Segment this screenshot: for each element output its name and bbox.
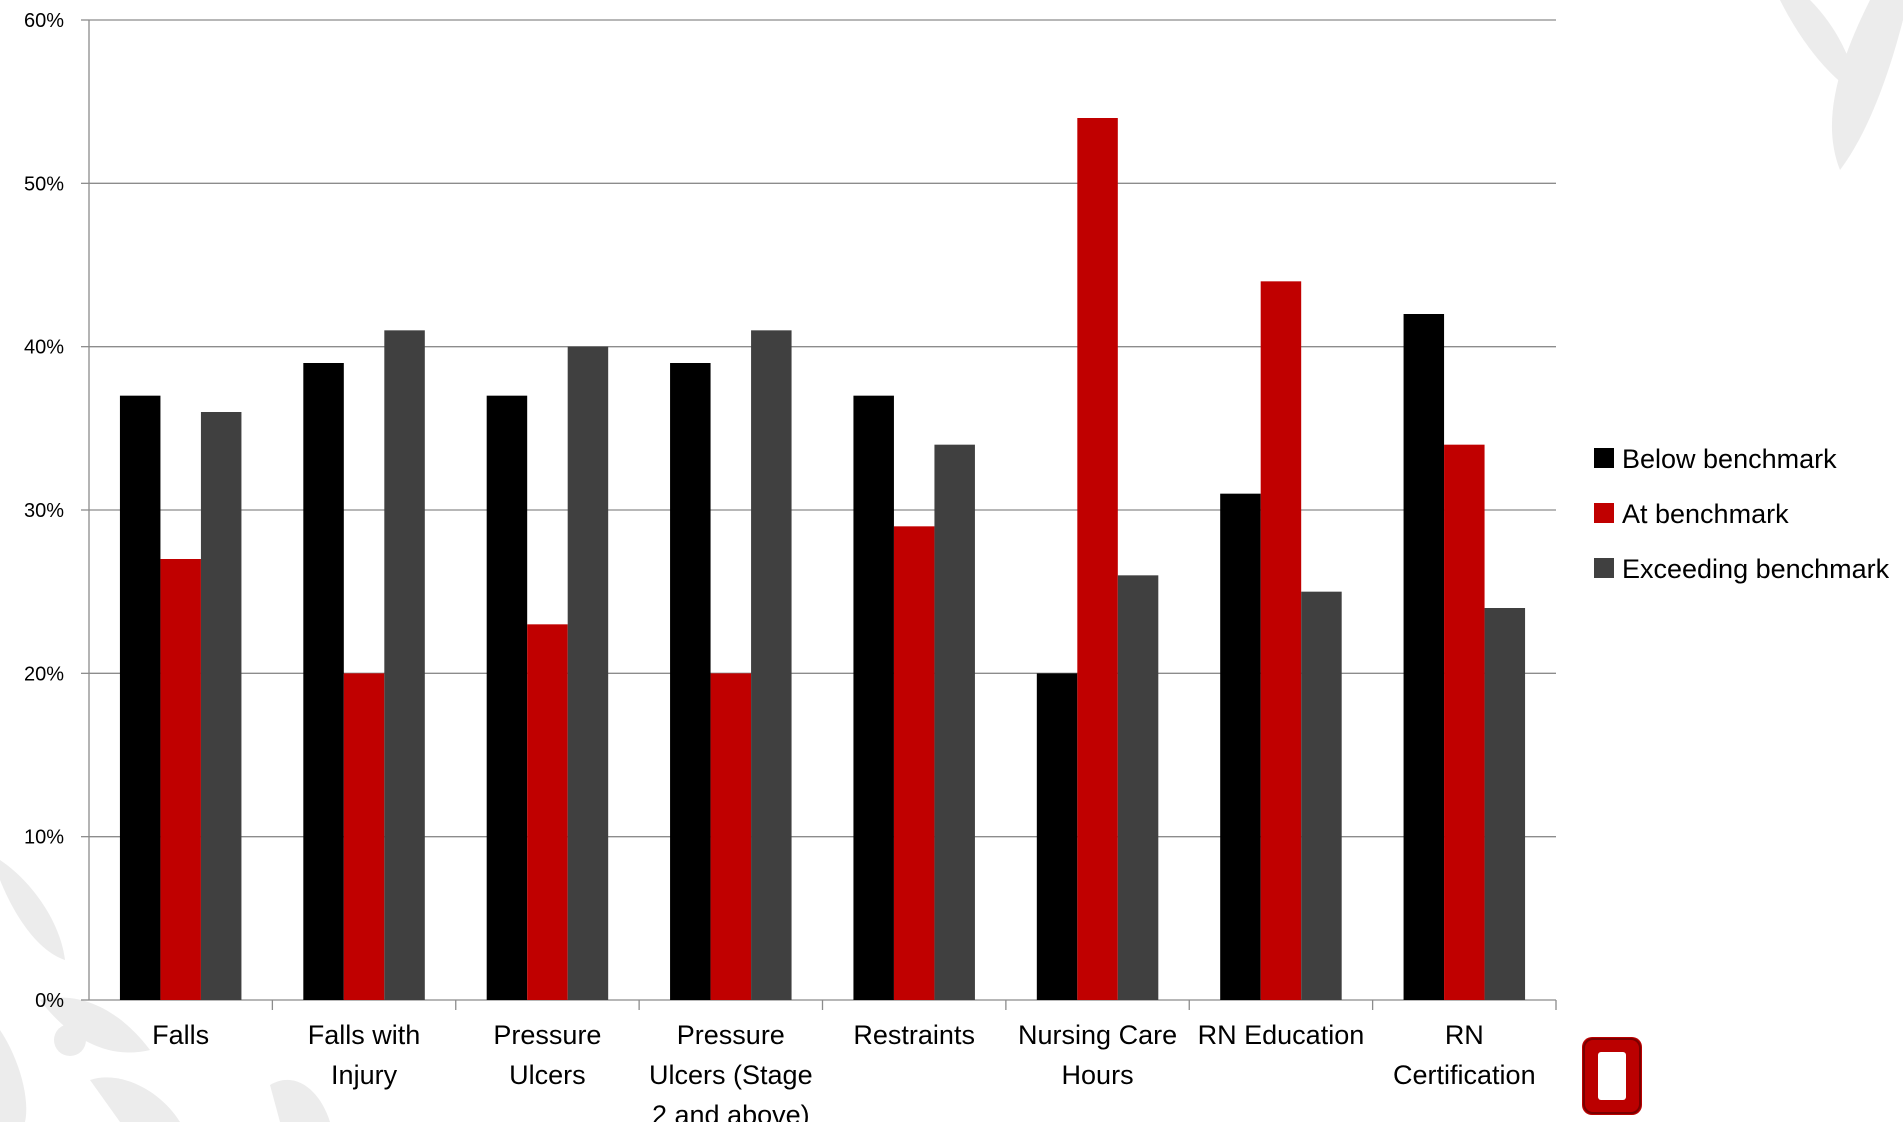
legend-label: Below benchmark	[1622, 444, 1837, 474]
bar-below-benchmark	[853, 395, 894, 1001]
x-category-label: Injury	[331, 1060, 398, 1090]
x-category-label: Restraints	[853, 1020, 975, 1050]
bar-at-benchmark	[1077, 118, 1118, 1000]
bar-exceeding-benchmark	[751, 330, 792, 1000]
axis-labels: 0% 10% 20% 30% 40% 50% 60% Falls Falls with Injur…	[24, 10, 1536, 1122]
y-tick-label: 0%	[35, 990, 64, 1012]
bar-exceeding-benchmark	[200, 412, 242, 1000]
logo-outline	[1583, 1038, 1641, 1114]
x-category-label: Certification	[1393, 1060, 1536, 1090]
bar-below-benchmark	[486, 395, 528, 1001]
bar-exceeding-benchmark	[1117, 575, 1159, 1000]
bar-at-benchmark	[343, 673, 385, 1000]
bar-below-benchmark	[1403, 314, 1445, 1000]
bar-at-benchmark	[710, 673, 752, 1000]
x-category-label: 2 and above)	[652, 1100, 810, 1122]
legend-label: Exceeding benchmark	[1622, 554, 1890, 584]
legend-label: At benchmark	[1622, 499, 1789, 529]
bar-exceeding-benchmark	[567, 346, 609, 1001]
bar-below-benchmark	[670, 363, 711, 1000]
legend-swatch	[1594, 503, 1614, 523]
bar-exceeding-benchmark	[384, 330, 425, 1000]
bar-at-benchmark	[527, 624, 568, 1000]
legend: Below benchmark At benchmark Exceeding ben…	[1594, 444, 1890, 584]
bar-at-benchmark	[1444, 444, 1485, 1001]
x-category-label: RN Education	[1198, 1020, 1365, 1050]
x-category-label: Hours	[1062, 1060, 1134, 1090]
x-category-label: Ulcers (Stage	[649, 1060, 813, 1090]
x-category-label: Pressure	[493, 1020, 601, 1050]
y-tick-label: 40%	[24, 337, 64, 359]
x-category-label: Pressure	[677, 1020, 785, 1050]
bar-below-benchmark	[1220, 493, 1261, 1000]
legend-swatch	[1594, 558, 1614, 578]
y-tick-label: 10%	[24, 827, 64, 849]
x-category-label: Ulcers	[509, 1060, 586, 1090]
bar-at-benchmark	[893, 526, 935, 1000]
y-tick-label: 20%	[24, 663, 64, 685]
bar-at-benchmark	[1260, 281, 1302, 1000]
x-category-label: Falls	[152, 1020, 209, 1050]
y-tick-label: 60%	[24, 10, 64, 32]
y-tick-label: 50%	[24, 173, 64, 195]
bar-exceeding-benchmark	[934, 444, 975, 1001]
legend-swatch	[1594, 448, 1614, 468]
block-o-logo-icon	[1582, 1037, 1642, 1115]
y-tick-label: 30%	[24, 500, 64, 522]
bars	[119, 118, 1526, 1001]
x-category-label: RN	[1445, 1020, 1484, 1050]
bar-below-benchmark	[303, 363, 344, 1000]
bar-below-benchmark	[119, 395, 161, 1001]
x-category-label: Falls with	[308, 1020, 421, 1050]
bar-exceeding-benchmark	[1301, 591, 1342, 1000]
bar-exceeding-benchmark	[1484, 608, 1526, 1000]
bar-below-benchmark	[1036, 673, 1078, 1000]
logo-inner	[1598, 1052, 1626, 1100]
x-category-label: Nursing Care	[1018, 1020, 1177, 1050]
bar-at-benchmark	[160, 559, 201, 1000]
